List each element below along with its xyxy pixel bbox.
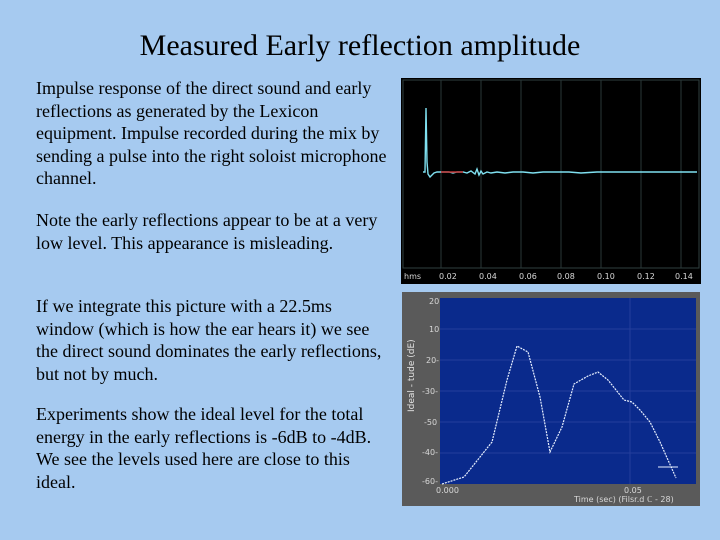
integrated-energy-plot: Ideal - tude (dE) 20 10 20- -30- -50 -40… [402, 292, 700, 506]
impulse-plot-background [401, 78, 701, 284]
impulse-x-tick: 0.14 [675, 272, 693, 281]
integrated-y-tick: 10 [429, 325, 439, 334]
integrated-plot-grid [440, 298, 696, 484]
paragraph-integration-note: If we integrate this picture with a 22.5… [36, 296, 382, 384]
impulse-x-tick: hms [404, 272, 421, 281]
impulse-x-tick: 0.10 [597, 272, 615, 281]
paragraph-low-level-note: Note the early reflections appear to be … [36, 210, 378, 253]
integrated-x-axis-label: Time (sec) (Filsr.d ℂ - 28) [573, 495, 674, 504]
impulse-plot-grid [440, 80, 682, 268]
paragraph-impulse-description: Impulse response of the direct sound and… [36, 78, 387, 188]
impulse-plot-frame [402, 79, 700, 269]
integrated-y-tick: -50 [424, 418, 437, 427]
integrated-y-axis-label: Ideal - tude (dE) [407, 339, 417, 412]
impulse-x-ticks: hms 0.02 0.04 0.06 0.08 0.10 0.12 0.14 [404, 272, 693, 281]
integrated-x-tick: 0.05 [624, 486, 642, 495]
integrated-energy-trace [441, 345, 677, 485]
impulse-response-svg: hms 0.02 0.04 0.06 0.08 0.10 0.12 0.14 [401, 78, 701, 284]
integrated-y-tick: -30- [422, 387, 438, 396]
integrated-y-tick: 20- [426, 356, 439, 365]
integrated-y-tick: -40- [422, 448, 438, 457]
integrated-energy-svg: Ideal - tude (dE) 20 10 20- -30- -50 -40… [402, 292, 700, 506]
integrated-x-axis: 0.000 0.05 Time (sec) (Filsr.d ℂ - 28) [436, 486, 674, 504]
integrated-y-tick: 20 [429, 297, 439, 306]
impulse-x-tick: 0.08 [557, 272, 575, 281]
impulse-response-plot: hms 0.02 0.04 0.06 0.08 0.10 0.12 0.14 [401, 78, 701, 284]
impulse-trace [423, 107, 697, 179]
impulse-x-tick: 0.04 [479, 272, 497, 281]
slide-title: Measured Early reflection amplitude [139, 29, 581, 62]
impulse-x-tick: 0.02 [439, 272, 457, 281]
impulse-x-tick: 0.06 [519, 272, 537, 281]
integrated-y-tick: -60- [422, 477, 438, 486]
integrated-x-tick: 0.000 [436, 486, 459, 495]
impulse-x-tick: 0.12 [637, 272, 655, 281]
paragraph-ideal-level: Experiments show the ideal level for the… [36, 404, 372, 492]
integrated-y-ticks: 20 10 20- -30- -50 -40- -60- [422, 297, 439, 486]
